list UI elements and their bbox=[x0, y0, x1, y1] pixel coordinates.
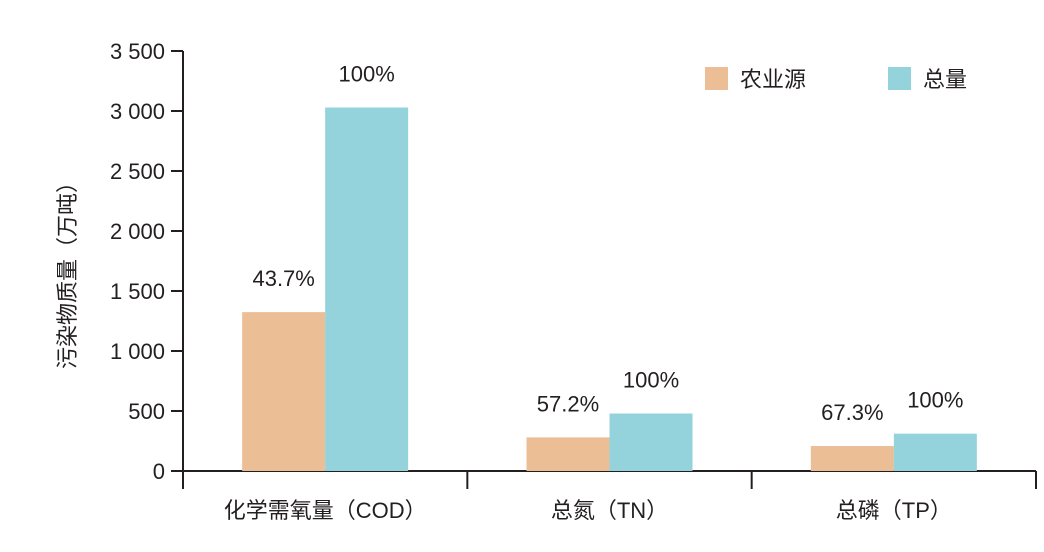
bar-agriculture bbox=[526, 437, 610, 471]
x-category-label: 化学需氧量（COD） bbox=[224, 498, 427, 523]
data-label: 67.3% bbox=[821, 400, 883, 425]
bar-total bbox=[325, 107, 409, 472]
y-axis-title: 污染物质量（万吨） bbox=[55, 171, 80, 369]
data-label: 100% bbox=[339, 62, 395, 87]
y-tick-label: 500 bbox=[128, 399, 165, 424]
y-tick-label: 2 500 bbox=[110, 159, 165, 184]
bars bbox=[242, 107, 977, 472]
x-category-label: 总氮（TN） bbox=[551, 498, 668, 523]
legend-swatch bbox=[888, 67, 911, 90]
x-axis: 化学需氧量（COD） 总氮（TN） 总磷（TP） bbox=[182, 470, 1037, 523]
legend: 农业源 总量 bbox=[705, 67, 967, 92]
x-category-label: 总磷（TP） bbox=[836, 498, 952, 523]
data-label: 43.7% bbox=[252, 266, 314, 291]
data-labels: 43.7% 100% 57.2% 100% 67.3% 100% bbox=[252, 62, 963, 426]
legend-swatch bbox=[705, 67, 728, 90]
y-tick-label: 3 000 bbox=[110, 99, 165, 124]
y-tick-label: 1 500 bbox=[110, 279, 165, 304]
y-tick-label: 0 bbox=[153, 459, 165, 484]
y-tick-label: 3 500 bbox=[110, 39, 165, 64]
data-label: 100% bbox=[623, 368, 679, 393]
data-label: 57.2% bbox=[537, 391, 599, 416]
y-tick-label: 1 000 bbox=[110, 339, 165, 364]
bar-agriculture bbox=[810, 446, 894, 471]
bar-agriculture bbox=[242, 312, 326, 471]
bar-total bbox=[893, 433, 977, 471]
bar-total bbox=[609, 413, 693, 471]
legend-label: 农业源 bbox=[740, 67, 806, 92]
y-axis: 0 500 1 000 1 500 2 000 2 500 3 000 3 500 bbox=[110, 39, 184, 484]
data-label: 100% bbox=[907, 388, 963, 413]
legend-label: 总量 bbox=[923, 67, 967, 92]
y-tick-label: 2 000 bbox=[110, 219, 165, 244]
